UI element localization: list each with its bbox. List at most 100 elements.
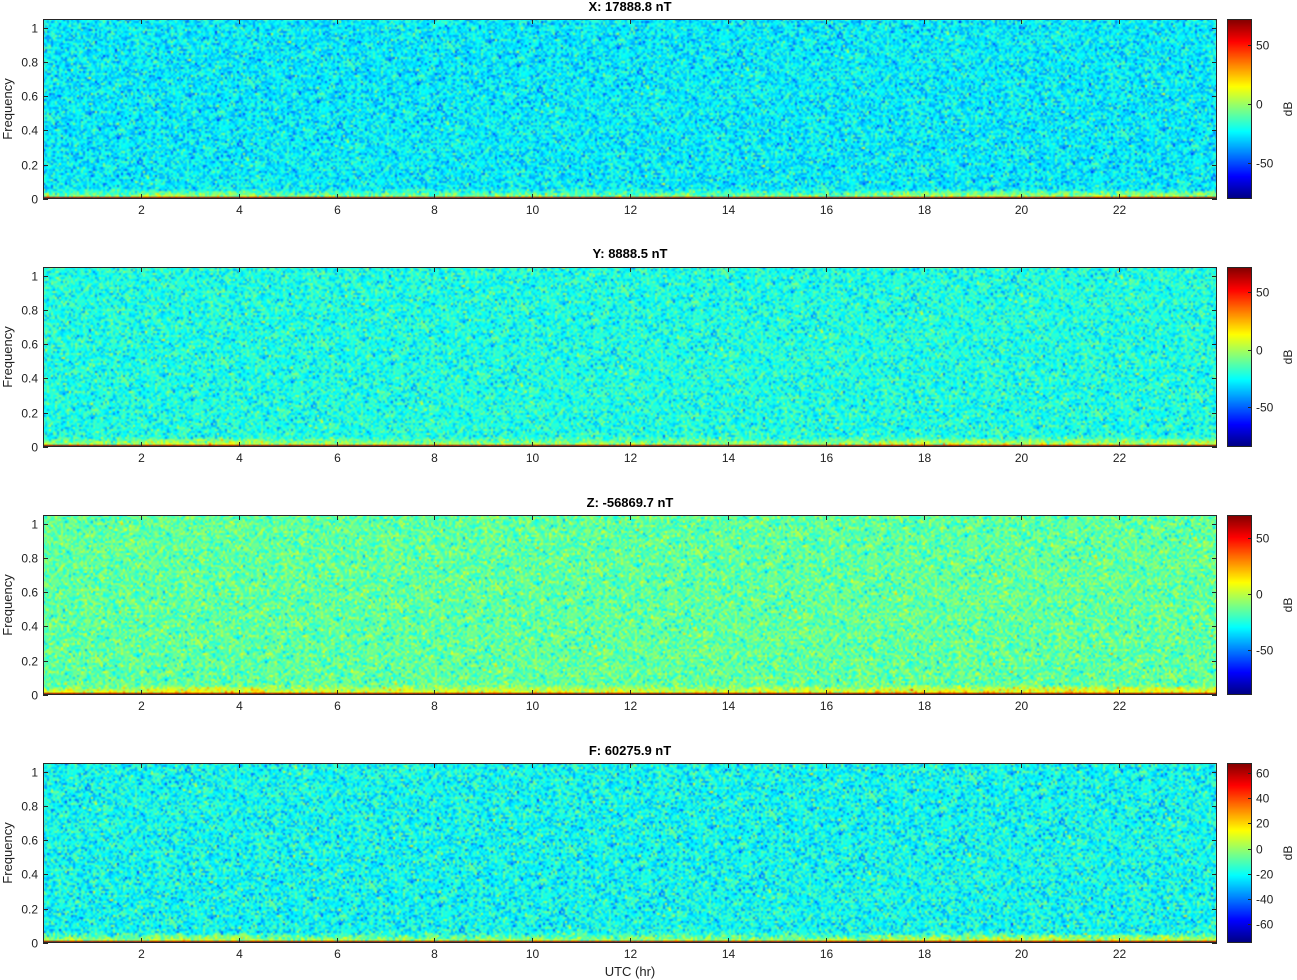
x-tick-label: 22 [1113, 947, 1127, 961]
axes-frame [43, 515, 1217, 695]
x-tick-label: 2 [138, 699, 145, 713]
x-tick-label: 4 [236, 947, 243, 961]
x-tick-label: 6 [334, 947, 341, 961]
x-tick-label: 10 [526, 451, 540, 465]
y-axis-label: Frequency [0, 822, 15, 884]
y-tick-label: 0.6 [21, 834, 38, 848]
x-tick-label: 8 [431, 203, 438, 217]
colorbar-frame [1227, 515, 1252, 695]
colorbar-tick-label: 0 [1256, 588, 1263, 602]
colorbar-tick-label: 40 [1256, 792, 1270, 806]
x-tick-label: 6 [334, 203, 341, 217]
colorbar-label: dB [1281, 350, 1295, 365]
colorbar-tick-label: 50 [1256, 286, 1270, 300]
x-tick-label: 22 [1113, 699, 1127, 713]
colorbar-frame [1227, 763, 1252, 943]
colorbar-tick-label: -50 [1256, 157, 1274, 171]
y-tick-label: 0.8 [21, 800, 38, 814]
y-tick-label: 0.4 [21, 620, 38, 634]
colorbar-tick-label: -50 [1256, 644, 1274, 658]
colorbar-tick-label: -50 [1256, 401, 1274, 415]
x-tick-label: 18 [918, 451, 932, 465]
colorbar-label: dB [1281, 102, 1295, 117]
y-tick-label: 0.2 [21, 407, 38, 421]
x-tick-label: 20 [1015, 451, 1029, 465]
colorbar [1227, 515, 1252, 695]
y-tick-label: 0 [31, 937, 38, 951]
x-tick-label: 16 [820, 451, 834, 465]
x-tick-label: 16 [820, 699, 834, 713]
x-axis-label: UTC (hr) [604, 964, 656, 979]
y-tick-label: 0.6 [21, 90, 38, 104]
y-tick-label: 0.2 [21, 903, 38, 917]
y-tick-label: 1 [31, 766, 38, 780]
colorbar-tick-label: 50 [1256, 532, 1270, 546]
colorbar-tick-label: 20 [1256, 817, 1270, 831]
x-tick-label: 4 [236, 451, 243, 465]
spectrogram [43, 267, 1217, 447]
x-tick-label: 16 [820, 203, 834, 217]
y-tick-label: 0.2 [21, 159, 38, 173]
y-tick-label: 1 [31, 518, 38, 532]
x-tick-label: 12 [624, 203, 638, 217]
colorbar [1227, 267, 1252, 447]
y-tick-label: 1 [31, 22, 38, 36]
x-tick-label: 18 [918, 699, 932, 713]
x-tick-label: 10 [526, 947, 540, 961]
panel-title: F: 60275.9 nT [588, 743, 672, 758]
x-tick-label: 4 [236, 699, 243, 713]
x-tick-label: 10 [526, 203, 540, 217]
x-tick-label: 14 [722, 947, 736, 961]
x-tick-label: 6 [334, 451, 341, 465]
y-tick-label: 0.8 [21, 304, 38, 318]
y-axis-label: Frequency [0, 574, 15, 636]
axes-frame [43, 19, 1217, 199]
x-tick-label: 14 [722, 699, 736, 713]
colorbar-tick-label: 0 [1256, 344, 1263, 358]
y-tick-label: 0.6 [21, 586, 38, 600]
axes-frame [43, 267, 1217, 447]
y-tick-label: 0.8 [21, 552, 38, 566]
x-tick-label: 10 [526, 699, 540, 713]
colorbar-tick-label: -40 [1256, 893, 1274, 907]
colorbar-frame [1227, 19, 1252, 199]
colorbar-tick-label: 60 [1256, 767, 1270, 781]
x-tick-label: 20 [1015, 203, 1029, 217]
x-tick-label: 20 [1015, 947, 1029, 961]
spectrogram [43, 19, 1217, 199]
x-tick-label: 16 [820, 947, 834, 961]
y-tick-label: 0.4 [21, 372, 38, 386]
x-tick-label: 14 [722, 451, 736, 465]
axes-frame [43, 763, 1217, 943]
colorbar-label: dB [1281, 846, 1295, 861]
y-tick-label: 1 [31, 270, 38, 284]
x-tick-label: 18 [918, 203, 932, 217]
colorbar [1227, 763, 1252, 943]
colorbar-tick-label: -60 [1256, 918, 1274, 932]
colorbar-tick-label: 0 [1256, 843, 1263, 857]
spectrogram [43, 515, 1217, 695]
x-tick-label: 8 [431, 947, 438, 961]
colorbar-label: dB [1281, 598, 1295, 613]
x-tick-label: 22 [1113, 451, 1127, 465]
x-tick-label: 4 [236, 203, 243, 217]
y-tick-label: 0.4 [21, 124, 38, 138]
y-tick-label: 0.2 [21, 655, 38, 669]
x-tick-label: 2 [138, 451, 145, 465]
panel-title: X: 17888.8 nT [588, 0, 672, 14]
colorbar-tick-label: 0 [1256, 98, 1263, 112]
colorbar-tick-label: 50 [1256, 39, 1270, 53]
y-tick-label: 0.4 [21, 868, 38, 882]
y-tick-label: 0 [31, 193, 38, 207]
x-tick-label: 20 [1015, 699, 1029, 713]
x-tick-label: 8 [431, 699, 438, 713]
spectrogram [43, 763, 1217, 943]
y-tick-label: 0 [31, 689, 38, 703]
x-tick-label: 2 [138, 947, 145, 961]
colorbar-tick-label: -20 [1256, 868, 1274, 882]
y-tick-label: 0.8 [21, 56, 38, 70]
panel-title: Z: -56869.7 nT [586, 495, 674, 510]
x-tick-label: 18 [918, 947, 932, 961]
